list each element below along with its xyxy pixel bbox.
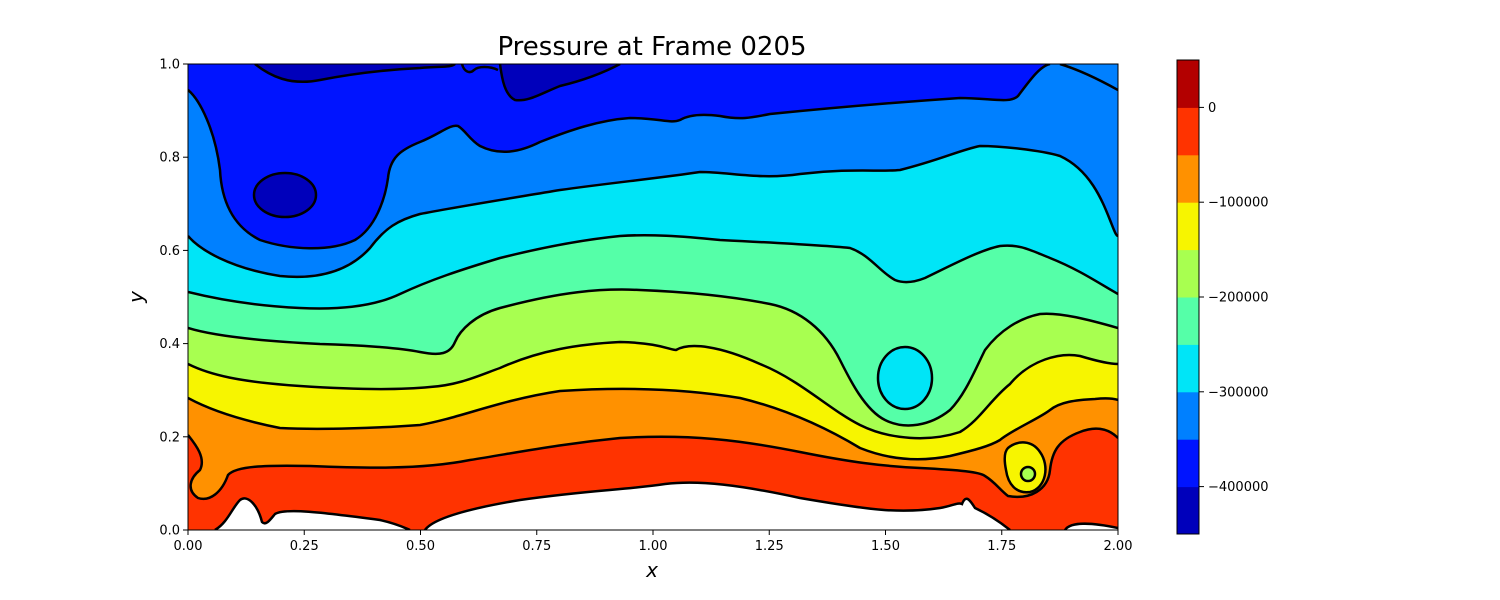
x-tick-label: 0.75 bbox=[522, 539, 551, 554]
y-tick-label: 0.6 bbox=[159, 244, 180, 259]
y-tick-label: 0.2 bbox=[159, 430, 180, 445]
y-axis: 0.0 0.2 0.4 0.6 0.8 1.0 bbox=[159, 58, 188, 539]
colorbar-segment bbox=[1177, 297, 1199, 345]
colorbar-segment bbox=[1177, 202, 1199, 251]
contour-line-2 bbox=[188, 387, 1118, 461]
y-axis-label: y bbox=[124, 290, 148, 304]
x-tick-label: 0.25 bbox=[290, 539, 319, 554]
x-tick-label: 1.00 bbox=[639, 539, 668, 554]
x-axis-label: x bbox=[645, 558, 658, 582]
colorbar-segment bbox=[1177, 154, 1199, 203]
x-tick-label: 1.25 bbox=[755, 539, 784, 554]
x-tick-label: 1.50 bbox=[871, 539, 900, 554]
contour-line-8 bbox=[254, 64, 621, 102]
colorbar-segment bbox=[1177, 249, 1199, 298]
y-tick-label: 0.4 bbox=[159, 337, 180, 352]
colorbar: 0 −100000 −200000 −300000 −400000 bbox=[1176, 59, 1269, 535]
contour-band-9b bbox=[500, 64, 620, 101]
contour-line-1 bbox=[188, 427, 1118, 501]
contour-line-7 bbox=[188, 64, 1118, 250]
colorbar-tick-label: 0 bbox=[1208, 101, 1216, 116]
colorbar-segment bbox=[1177, 486, 1199, 535]
colorbar-segment bbox=[1177, 344, 1199, 393]
x-tick-label: 1.75 bbox=[987, 539, 1016, 554]
x-tick-label: 0.00 bbox=[174, 539, 203, 554]
chart-title: Pressure at Frame 0205 bbox=[497, 32, 806, 62]
colorbar-segment bbox=[1177, 60, 1199, 108]
contour-line-4 bbox=[188, 288, 1118, 427]
colorbar-tick-label: −300000 bbox=[1208, 385, 1269, 400]
y-tick-label: 0.8 bbox=[159, 151, 180, 166]
y-tick-label: 0.0 bbox=[159, 524, 180, 539]
contour-plot-area bbox=[188, 64, 1118, 530]
y-tick-label: 1.0 bbox=[159, 58, 180, 73]
x-tick-label: 0.50 bbox=[406, 539, 435, 554]
x-tick-label: 2.00 bbox=[1104, 539, 1133, 554]
contour-line-3 bbox=[188, 340, 1118, 440]
contour-lines bbox=[188, 64, 1118, 530]
colorbar-tick-label: −100000 bbox=[1208, 196, 1269, 211]
low-pressure-pocket-center bbox=[876, 345, 934, 411]
low-pressure-pocket-upper-left bbox=[252, 171, 318, 219]
contour-band-8 bbox=[188, 64, 1118, 249]
contour-line-5 bbox=[188, 233, 1118, 310]
high-pressure-pocket-core bbox=[1019, 465, 1037, 483]
colorbar-tick-label: −200000 bbox=[1208, 291, 1269, 306]
contour-line-6 bbox=[188, 144, 1118, 279]
colorbar-segment bbox=[1177, 439, 1199, 488]
colorbar-segment bbox=[1177, 107, 1199, 156]
contour-line-0 bbox=[214, 481, 1118, 530]
colorbar-segment bbox=[1177, 391, 1199, 440]
colorbar-tick-label: −400000 bbox=[1208, 480, 1269, 495]
x-axis: 0.00 0.25 0.50 0.75 1.00 1.25 1.50 1.75 2.00 bbox=[174, 530, 1133, 554]
